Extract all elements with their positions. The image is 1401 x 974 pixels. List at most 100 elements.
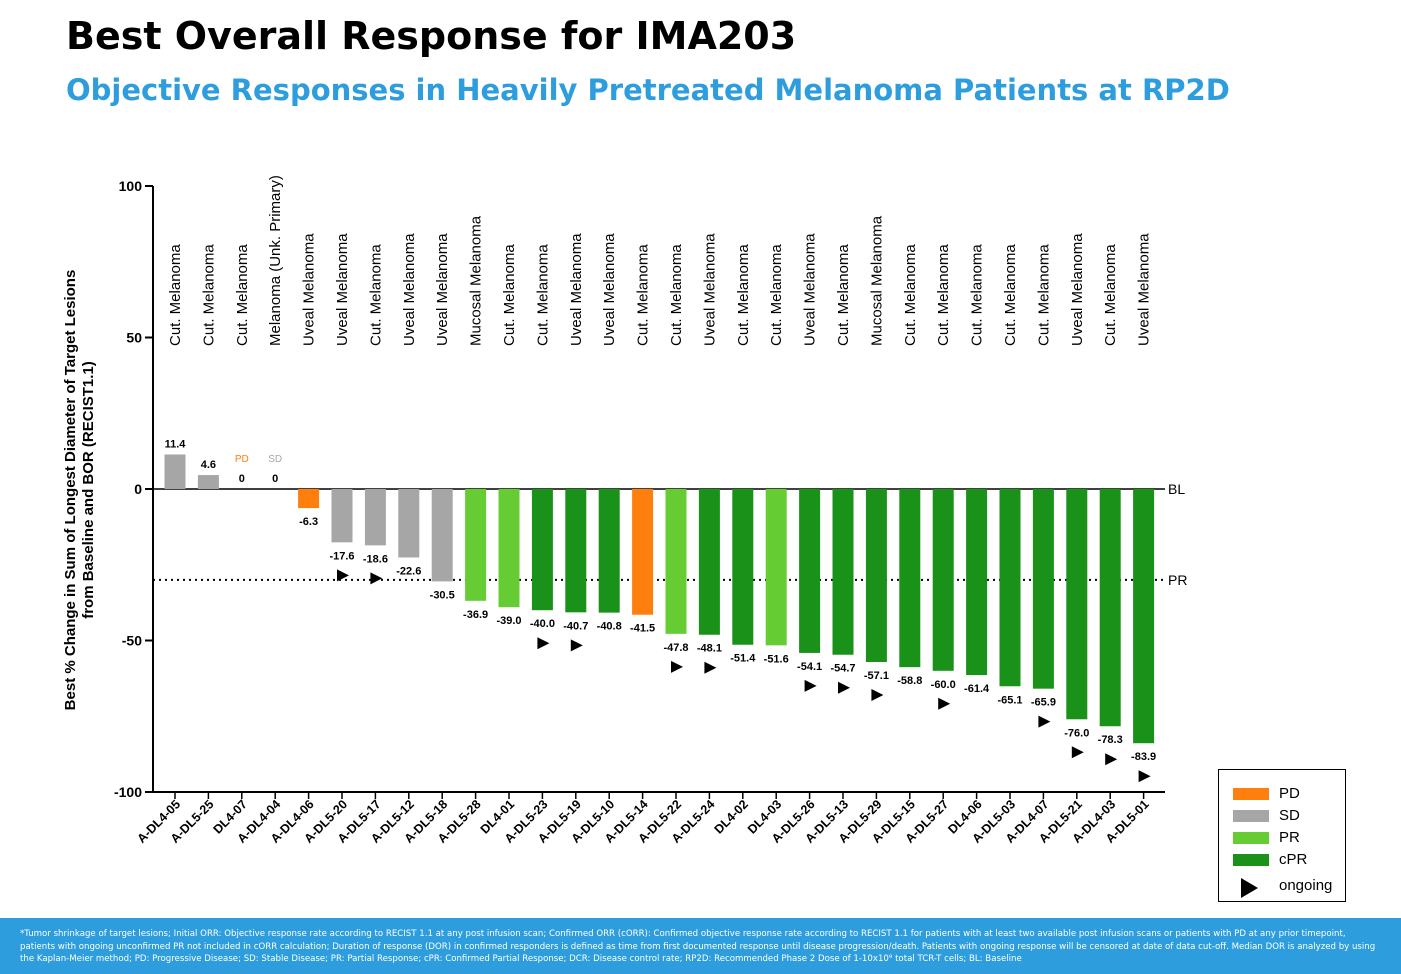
y-tick-label: -50 xyxy=(122,633,142,649)
y-axis-label: Best % Change in Sum of Longest Diameter… xyxy=(62,270,97,711)
tumor-type-label: Uveal Melanoma xyxy=(568,233,585,346)
legend-item-pr: PR xyxy=(1233,829,1345,847)
tumor-type-label: Cut. Melanoma xyxy=(835,244,852,346)
bar-a-dl5-27 xyxy=(932,489,954,671)
data-label: -83.9 xyxy=(1131,751,1156,763)
bar-a-dl5-14 xyxy=(632,489,654,615)
ongoing-marker xyxy=(1038,715,1051,728)
data-label: -40.7 xyxy=(563,620,588,632)
tumor-type-label: Cut. Melanoma xyxy=(200,244,217,346)
ongoing-marker xyxy=(337,569,349,582)
legend-swatch xyxy=(1233,788,1269,800)
data-label: 4.6 xyxy=(201,459,216,471)
footnote: *Tumor shrinkage of target lesions; Init… xyxy=(0,918,1401,974)
bar-a-dl5-26 xyxy=(799,489,821,653)
data-label: -36.9 xyxy=(463,609,488,621)
data-annotation: SD xyxy=(268,454,282,465)
tumor-type-label: Cut. Melanoma xyxy=(902,244,919,346)
tumor-type-label: Mucosal Melanoma xyxy=(468,215,485,346)
data-label: -41.5 xyxy=(630,623,655,635)
ongoing-marker xyxy=(671,660,683,673)
legend-item-pd: PD xyxy=(1233,785,1345,803)
bar-a-dl5-25 xyxy=(197,475,219,489)
bar-a-dl5-12 xyxy=(398,489,420,558)
legend-label: PD xyxy=(1279,785,1300,802)
tumor-type-label: Cut. Melanoma xyxy=(1002,244,1019,346)
data-label: -40.8 xyxy=(597,621,622,633)
bar-a-dl4-07 xyxy=(1032,489,1054,689)
data-label: -54.7 xyxy=(830,663,855,675)
tumor-type-label: Cut. Melanoma xyxy=(735,244,752,346)
data-annotation: PD xyxy=(235,454,249,465)
tumor-type-label: Mucosal Melanoma xyxy=(868,215,885,346)
data-label: -60.0 xyxy=(931,679,956,691)
bar-a-dl5-21 xyxy=(1066,489,1088,720)
tumor-type-label: Uveal Melanoma xyxy=(701,233,718,346)
ongoing-marker xyxy=(704,661,717,674)
bar-a-dl4-03 xyxy=(1099,489,1121,727)
ongoing-marker xyxy=(1138,770,1151,783)
bar-a-dl5-23 xyxy=(531,489,553,611)
ongoing-marker xyxy=(570,639,583,652)
bar-a-dl5-18 xyxy=(431,489,453,582)
legend-label: ongoing xyxy=(1279,877,1333,894)
ongoing-marker xyxy=(804,679,817,692)
bar-a-dl5-22 xyxy=(665,489,687,634)
legend-item-cpr: cPR xyxy=(1233,851,1345,869)
legend-swatch xyxy=(1233,832,1269,844)
bar-a-dl4-05 xyxy=(164,454,186,489)
tumor-type-label: Cut. Melanoma xyxy=(635,244,652,346)
bar-a-dl5-24 xyxy=(698,489,720,635)
legend-swatch xyxy=(1233,854,1269,866)
tumor-type-label: Uveal Melanoma xyxy=(301,233,318,346)
data-label: -22.6 xyxy=(396,565,421,577)
ongoing-marker xyxy=(838,681,850,694)
y-tick-label: 100 xyxy=(119,178,143,194)
data-label: -54.1 xyxy=(797,661,822,673)
legend-item-ongoing: ongoing xyxy=(1233,877,1345,898)
tumor-type-label: Cut. Melanoma xyxy=(501,244,518,346)
data-label: 11.4 xyxy=(165,438,187,450)
reference-label-pr: PR xyxy=(1168,572,1187,588)
bar-a-dl5-28 xyxy=(465,489,487,601)
tumor-type-label: Uveal Melanoma xyxy=(1069,233,1086,346)
bar-dl4-06 xyxy=(966,489,988,676)
ongoing-marker xyxy=(537,637,550,650)
data-label: 0 xyxy=(272,473,278,485)
data-label: -47.8 xyxy=(663,642,688,654)
tumor-type-label: Uveal Melanoma xyxy=(601,233,618,346)
ongoing-marker xyxy=(871,689,884,702)
bar-a-dl4-06 xyxy=(298,489,320,509)
data-label: -61.4 xyxy=(964,683,990,695)
y-tick-label: -100 xyxy=(114,784,142,800)
data-label: -30.5 xyxy=(430,589,455,601)
ongoing-marker xyxy=(370,572,383,585)
tumor-type-label: Uveal Melanoma xyxy=(1136,233,1153,346)
y-tick-label: 0 xyxy=(134,481,142,497)
bar-a-dl5-13 xyxy=(832,489,854,655)
bar-dl4-02 xyxy=(732,489,754,645)
tumor-type-label: Cut. Melanoma xyxy=(1035,244,1052,346)
ongoing-triangle-icon xyxy=(1241,878,1258,898)
data-label: -78.3 xyxy=(1098,734,1123,746)
bar-a-dl5-19 xyxy=(565,489,587,613)
bar-dl4-01 xyxy=(498,489,520,608)
bar-a-dl5-29 xyxy=(865,489,887,663)
tumor-type-label: Cut. Melanoma xyxy=(935,244,952,346)
bar-a-dl5-15 xyxy=(899,489,921,668)
data-label: -58.8 xyxy=(897,675,922,687)
legend-swatch xyxy=(1233,810,1269,822)
ongoing-marker xyxy=(938,697,951,710)
page-title: Best Overall Response for IMA203 xyxy=(66,14,797,58)
x-tick-label: DL4-02 xyxy=(712,797,751,836)
data-label: -48.1 xyxy=(697,643,722,655)
tumor-type-label: Cut. Melanoma xyxy=(234,244,251,346)
data-label: -39.0 xyxy=(496,615,521,627)
bar-a-dl5-20 xyxy=(331,489,353,543)
bar-dl4-03 xyxy=(765,489,787,646)
data-label: -76.0 xyxy=(1064,727,1089,739)
data-label: -40.0 xyxy=(530,618,555,630)
reference-label-bl: BL xyxy=(1168,481,1185,497)
legend-label: PR xyxy=(1279,829,1300,846)
data-label: -65.9 xyxy=(1031,697,1056,709)
